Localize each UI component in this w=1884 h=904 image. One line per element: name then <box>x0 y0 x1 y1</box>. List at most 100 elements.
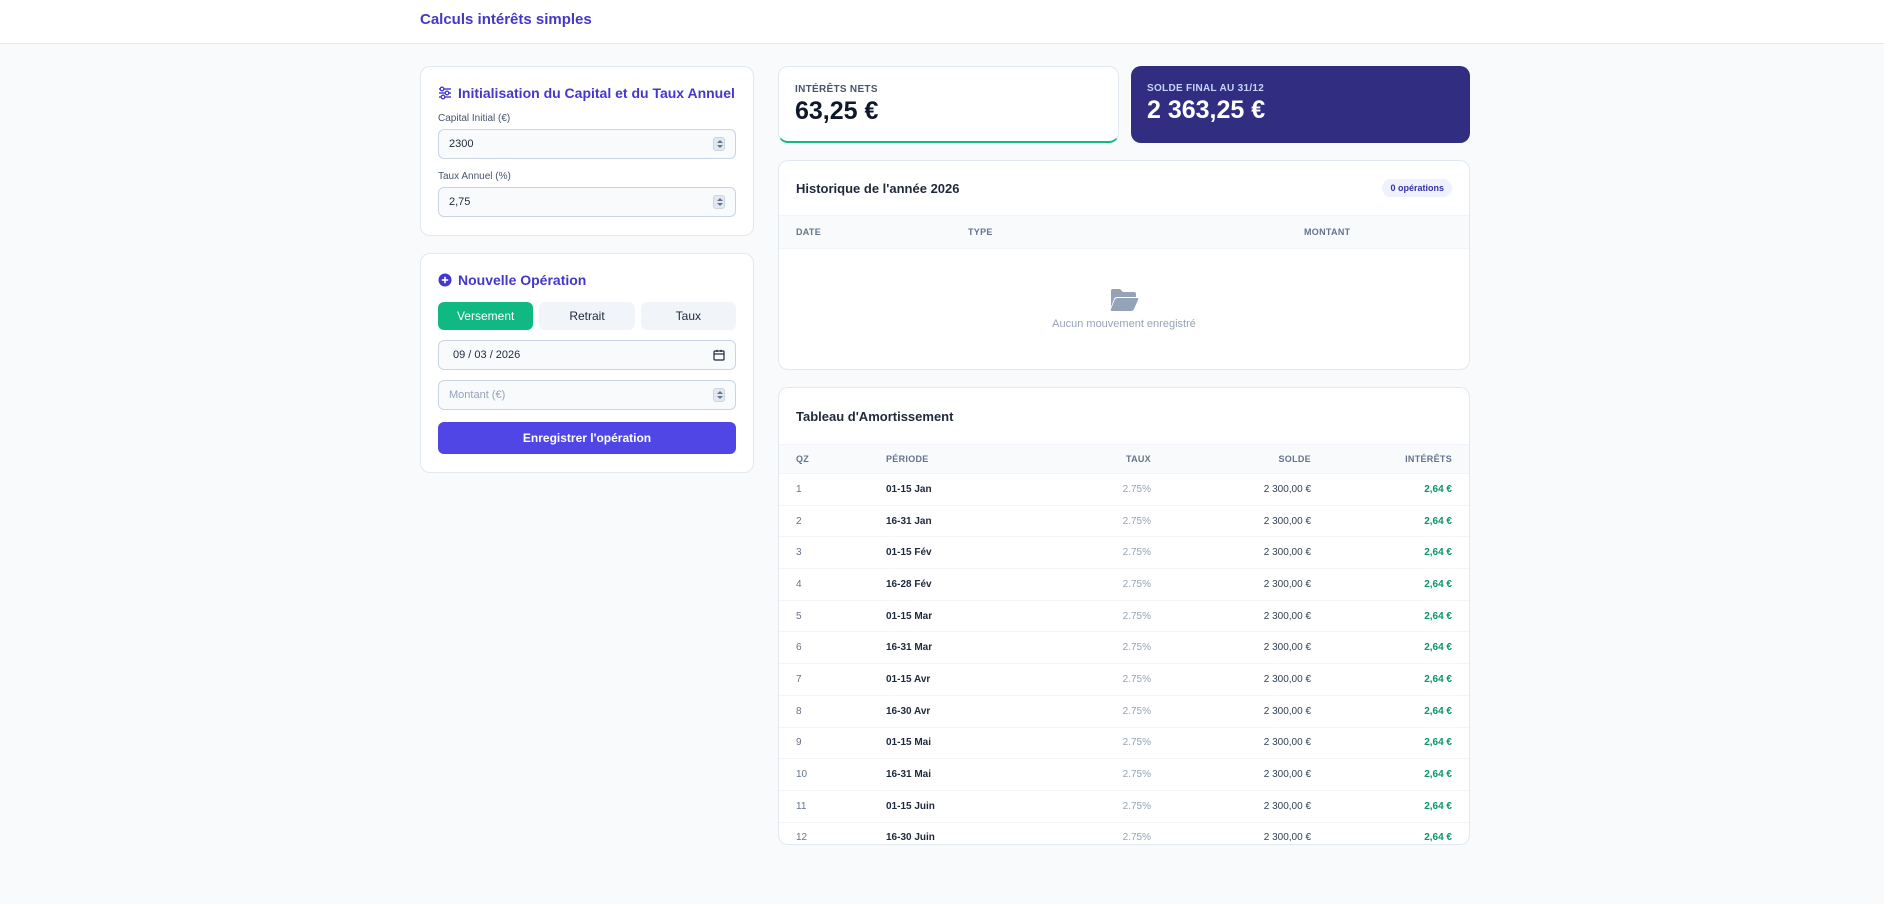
final-balance-card: SOLDE FINAL AU 31/12 2 363,25 € <box>1131 66 1470 143</box>
row-qz: 2 <box>796 515 802 527</box>
row-taux: 2.75% <box>1122 610 1151 622</box>
row-qz: 9 <box>796 737 802 749</box>
app-title: Calculs intérêts simples <box>420 11 592 28</box>
montant-input[interactable]: Montant (€) <box>438 380 736 410</box>
table-row: 6 16-31 Mar 2.75% 2 300,00 € 2,64 € <box>779 632 1469 665</box>
amort-col-interets: INTÉRÊTS <box>1405 454 1452 464</box>
row-solde: 2 300,00 € <box>1263 832 1311 844</box>
date-input[interactable]: 09 / 03 / 2026 <box>438 340 736 370</box>
table-row: 9 01-15 Mai 2.75% 2 300,00 € 2,64 € <box>779 728 1469 760</box>
row-qz: 1 <box>796 483 802 495</box>
row-taux: 2.75% <box>1122 642 1151 654</box>
row-periode: 16-31 Mar <box>886 642 933 654</box>
row-solde: 2 300,00 € <box>1263 769 1311 781</box>
table-row: 12 16-30 Juin 2.75% 2 300,00 € 2,64 € <box>779 823 1469 844</box>
row-qz: 7 <box>796 673 802 685</box>
history-col-type: TYPE <box>968 227 993 237</box>
top-bar: Calculs intérêts simples <box>0 0 1884 44</box>
amortization-rows: 1 01-15 Jan 2.75% 2 300,00 € 2,64 € 2 16… <box>779 474 1469 844</box>
row-interets: 2,64 € <box>1424 673 1452 685</box>
operation-type-tabs: Versement Retrait Taux <box>438 302 736 330</box>
row-periode: 01-15 Jan <box>886 483 932 495</box>
net-interest-card: INTÉRÊTS NETS 63,25 € <box>778 66 1119 143</box>
row-solde: 2 300,00 € <box>1263 547 1311 559</box>
tab-versement[interactable]: Versement <box>438 302 534 330</box>
row-interets: 2,64 € <box>1424 769 1452 781</box>
row-interets: 2,64 € <box>1424 737 1452 749</box>
row-qz: 4 <box>796 578 802 590</box>
row-solde: 2 300,00 € <box>1263 737 1311 749</box>
montant-spinner[interactable] <box>713 388 725 402</box>
stats-row: INTÉRÊTS NETS 63,25 € SOLDE FINAL AU 31/… <box>778 66 1470 143</box>
row-interets: 2,64 € <box>1424 547 1452 559</box>
net-interest-value: 63,25 € <box>795 97 879 125</box>
operation-card-title: Nouvelle Opération <box>438 272 736 288</box>
row-taux: 2.75% <box>1122 673 1151 685</box>
table-row: 7 01-15 Avr 2.75% 2 300,00 € 2,64 € <box>779 664 1469 696</box>
row-solde: 2 300,00 € <box>1263 483 1311 495</box>
row-solde: 2 300,00 € <box>1263 705 1311 717</box>
row-solde: 2 300,00 € <box>1263 800 1311 812</box>
row-periode: 16-30 Avr <box>886 705 931 717</box>
history-col-montant: MONTANT <box>1304 227 1351 237</box>
operation-card-title-text: Nouvelle Opération <box>458 272 587 288</box>
table-row: 5 01-15 Mar 2.75% 2 300,00 € 2,64 € <box>779 601 1469 633</box>
row-taux: 2.75% <box>1122 737 1151 749</box>
row-qz: 11 <box>796 800 807 812</box>
table-row: 10 16-31 Mai 2.75% 2 300,00 € 2,64 € <box>779 759 1469 791</box>
capital-value: 2300 <box>449 138 474 150</box>
row-periode: 01-15 Mar <box>886 610 933 622</box>
row-taux: 2.75% <box>1122 832 1151 844</box>
row-solde: 2 300,00 € <box>1263 642 1311 654</box>
init-card-title-text: Initialisation du Capital et du Taux Ann… <box>458 85 735 101</box>
operation-card: Nouvelle Opération Versement Retrait Tau… <box>420 253 754 473</box>
row-qz: 6 <box>796 642 802 654</box>
row-periode: 01-15 Avr <box>886 673 931 685</box>
net-interest-label: INTÉRÊTS NETS <box>795 84 878 95</box>
row-interets: 2,64 € <box>1424 800 1452 812</box>
row-taux: 2.75% <box>1122 800 1151 812</box>
calendar-icon[interactable] <box>713 349 725 361</box>
table-row: 1 01-15 Jan 2.75% 2 300,00 € 2,64 € <box>779 474 1469 506</box>
row-periode: 16-28 Fév <box>886 578 932 590</box>
taux-input[interactable]: 2,75 <box>438 187 736 217</box>
row-taux: 2.75% <box>1122 769 1151 781</box>
history-header: Historique de l'année 2026 0 opérations <box>779 161 1469 215</box>
capital-input[interactable]: 2300 <box>438 129 736 159</box>
tab-taux[interactable]: Taux <box>640 302 736 330</box>
row-qz: 3 <box>796 547 802 559</box>
row-taux: 2.75% <box>1122 547 1151 559</box>
row-taux: 2.75% <box>1122 578 1151 590</box>
table-row: 8 16-30 Avr 2.75% 2 300,00 € 2,64 € <box>779 696 1469 728</box>
tab-retrait[interactable]: Retrait <box>539 302 635 330</box>
right-column: INTÉRÊTS NETS 63,25 € SOLDE FINAL AU 31/… <box>778 66 1470 845</box>
save-operation-button[interactable]: Enregistrer l'opération <box>438 422 736 454</box>
history-table-header: DATE TYPE MONTANT <box>779 215 1469 249</box>
amort-col-periode: PÉRIODE <box>886 454 929 464</box>
row-interets: 2,64 € <box>1424 483 1452 495</box>
taux-spinner[interactable] <box>713 195 725 209</box>
row-interets: 2,64 € <box>1424 642 1452 654</box>
amort-col-solde: SOLDE <box>1278 454 1311 464</box>
row-solde: 2 300,00 € <box>1263 515 1311 527</box>
operations-count-badge: 0 opérations <box>1382 179 1452 197</box>
init-card: Initialisation du Capital et du Taux Ann… <box>420 66 754 236</box>
row-taux: 2.75% <box>1122 515 1151 527</box>
row-interets: 2,64 € <box>1424 578 1452 590</box>
amortization-table-header: QZ PÉRIODE TAUX SOLDE INTÉRÊTS <box>779 444 1469 474</box>
montant-placeholder: Montant (€) <box>449 389 506 401</box>
amortization-title: Tableau d'Amortissement <box>796 408 954 424</box>
sliders-icon <box>439 86 451 100</box>
row-taux: 2.75% <box>1122 483 1151 495</box>
row-periode: 16-31 Mai <box>886 769 932 781</box>
amort-col-taux: TAUX <box>1125 454 1151 464</box>
final-balance-label: SOLDE FINAL AU 31/12 <box>1147 83 1265 94</box>
row-qz: 12 <box>796 832 808 844</box>
amortization-card: Tableau d'Amortissement QZ PÉRIODE TAUX … <box>778 387 1470 845</box>
table-row: 11 01-15 Juin 2.75% 2 300,00 € 2,64 € <box>779 791 1469 823</box>
row-solde: 2 300,00 € <box>1263 673 1311 685</box>
history-empty-text: Aucun mouvement enregistré <box>1052 318 1196 330</box>
row-solde: 2 300,00 € <box>1263 610 1311 622</box>
capital-spinner[interactable] <box>713 137 725 151</box>
taux-label: Taux Annuel (%) <box>438 171 511 182</box>
